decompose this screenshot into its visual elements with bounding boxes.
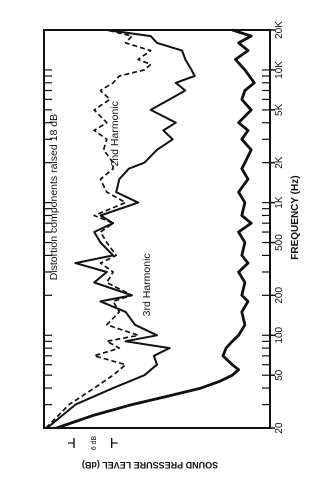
second-harmonic-line bbox=[46, 29, 196, 429]
x-tick-label: 1K bbox=[274, 196, 285, 209]
third-harmonic-line bbox=[45, 29, 152, 429]
fundamental-response-line bbox=[56, 28, 256, 430]
x-tick-label: 20K bbox=[274, 21, 285, 39]
x-tick-label: 200 bbox=[274, 287, 285, 304]
plot-frame bbox=[43, 29, 271, 429]
x-tick-label: 5K bbox=[274, 103, 285, 116]
annotation-2nd-harmonic: 2nd Harmonic bbox=[109, 101, 121, 166]
annotation-distortion-note: Distortion components raised 18 dB bbox=[48, 114, 60, 280]
x-tick-label: 20 bbox=[274, 422, 285, 434]
x-tick-label: 500 bbox=[274, 234, 285, 251]
scale-marker-label: 6 dB bbox=[91, 435, 98, 450]
x-tick-label: 100 bbox=[274, 326, 285, 343]
x-axis-label: FREQUENCY (Hz) bbox=[290, 175, 301, 259]
x-tick-label: 2K bbox=[274, 156, 285, 169]
y-axis-label: SOUND PRESSURE LEVEL (dB) bbox=[82, 460, 218, 470]
x-tick-label: 10K bbox=[274, 61, 285, 79]
x-tick-label: 50 bbox=[274, 369, 285, 381]
annotation-3rd-harmonic: 3rd Harmonic bbox=[141, 253, 153, 316]
